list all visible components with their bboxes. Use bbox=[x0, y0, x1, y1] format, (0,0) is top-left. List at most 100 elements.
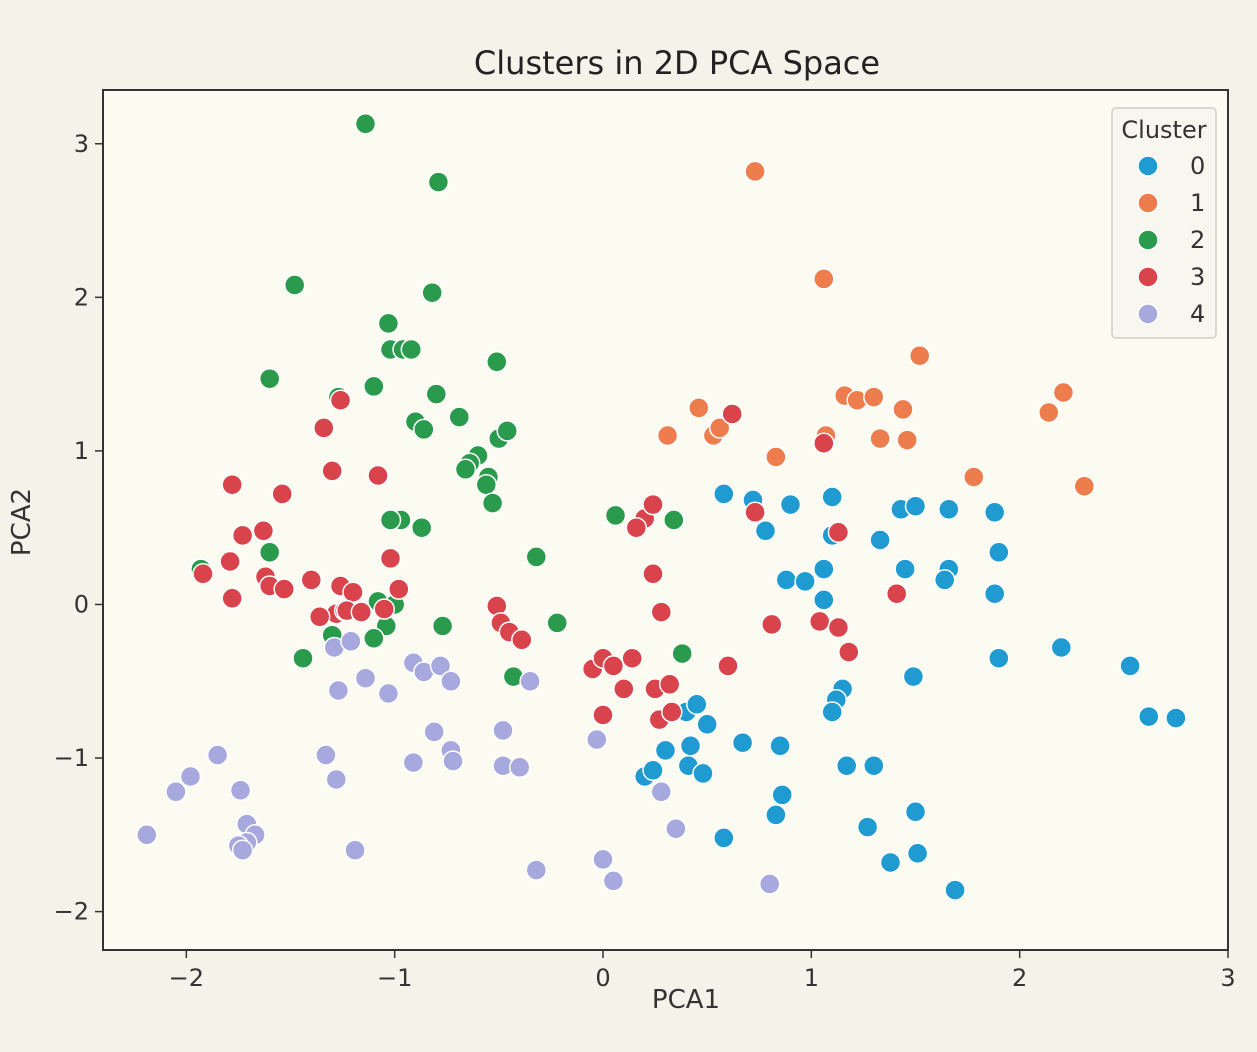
cluster-4-point bbox=[442, 750, 464, 772]
cluster-2-point bbox=[354, 113, 377, 135]
cluster-2-point bbox=[546, 612, 568, 634]
cluster-3-point bbox=[511, 629, 533, 651]
cluster-4-point bbox=[602, 870, 625, 892]
cluster-3-point bbox=[379, 547, 402, 570]
legend: Cluster 0 1 2 3 4 bbox=[1111, 107, 1217, 339]
legend-label-2: 2 bbox=[1190, 226, 1205, 254]
cluster-4-point bbox=[519, 670, 541, 693]
cluster-1-point bbox=[963, 466, 985, 488]
legend-marker-3 bbox=[1137, 266, 1159, 288]
cluster-3-point bbox=[373, 598, 395, 620]
cluster-0-point bbox=[692, 762, 714, 785]
cluster-1-point bbox=[813, 268, 835, 290]
cluster-0-point bbox=[813, 558, 835, 580]
cluster-0-point bbox=[813, 589, 835, 611]
cluster-3-point bbox=[625, 516, 648, 539]
cluster-0-point bbox=[933, 569, 956, 591]
cluster-2-point bbox=[410, 516, 433, 539]
x-axis-label: PCA1 bbox=[652, 985, 720, 1015]
cluster-0-point bbox=[769, 735, 791, 757]
cluster-0-point bbox=[754, 520, 777, 542]
y-tick-label: 0 bbox=[74, 590, 89, 618]
cluster-0-point bbox=[1138, 705, 1160, 728]
cluster-4-point bbox=[354, 667, 377, 689]
cluster-3-point bbox=[808, 610, 831, 633]
cluster-0-point bbox=[902, 665, 925, 688]
cluster-3-point bbox=[192, 563, 214, 585]
y-tick-label: −1 bbox=[54, 744, 89, 772]
cluster-4-point bbox=[525, 859, 548, 881]
cluster-2-point bbox=[663, 509, 685, 531]
legend-label-0: 0 bbox=[1190, 152, 1205, 180]
cluster-3-point bbox=[813, 432, 835, 454]
legend-label-3: 3 bbox=[1190, 263, 1205, 291]
cluster-2-point bbox=[671, 642, 693, 665]
legend-items: 0 1 2 3 4 bbox=[1137, 152, 1205, 328]
cluster-3-point bbox=[613, 678, 635, 700]
cluster-0-point bbox=[654, 739, 677, 762]
points-layer bbox=[136, 113, 1187, 901]
x-tick-label: 3 bbox=[1220, 964, 1235, 992]
cluster-2-point bbox=[377, 312, 400, 335]
cluster-3-point bbox=[342, 581, 364, 603]
cluster-4-point bbox=[165, 781, 187, 803]
cluster-0-point bbox=[988, 647, 1010, 669]
cluster-4-point bbox=[231, 839, 254, 861]
cluster-3-point bbox=[231, 524, 254, 547]
cluster-0-point bbox=[713, 483, 735, 505]
y-tick-label: 1 bbox=[74, 437, 89, 465]
cluster-2-point bbox=[481, 492, 504, 514]
y-tick-label: 2 bbox=[74, 283, 89, 311]
cluster-2-point bbox=[431, 615, 454, 637]
cluster-0-point bbox=[983, 501, 1006, 524]
cluster-0-point bbox=[821, 701, 843, 723]
x-tick-label: −1 bbox=[377, 964, 412, 992]
cluster-2-point bbox=[292, 647, 314, 669]
cluster-4-point bbox=[650, 781, 673, 803]
y-tick-label: 3 bbox=[74, 130, 89, 158]
cluster-4-point bbox=[327, 679, 350, 702]
cluster-2-point bbox=[400, 338, 423, 361]
legend-title: Cluster bbox=[1121, 116, 1206, 144]
cluster-2-point bbox=[413, 418, 435, 441]
cluster-0-point bbox=[779, 493, 802, 516]
cluster-3-point bbox=[827, 521, 850, 544]
cluster-4-point bbox=[492, 719, 514, 742]
cluster-1-point bbox=[1073, 475, 1096, 497]
cluster-0-point bbox=[869, 529, 891, 551]
cluster-3-point bbox=[838, 641, 860, 663]
cluster-2-point bbox=[363, 627, 385, 650]
cluster-4-point bbox=[592, 848, 614, 871]
cluster-3-point bbox=[221, 587, 243, 610]
cluster-4-point bbox=[325, 768, 348, 791]
cluster-3-point bbox=[273, 578, 295, 600]
cluster-1-point bbox=[908, 344, 931, 367]
cluster-4-point bbox=[136, 824, 158, 846]
chart-title: Clusters in 2D PCA Space bbox=[474, 44, 880, 82]
cluster-0-point bbox=[835, 754, 858, 777]
cluster-4-point bbox=[758, 873, 781, 895]
legend-label-1: 1 bbox=[1190, 189, 1205, 217]
cluster-1-point bbox=[1052, 381, 1075, 404]
cluster-4-point bbox=[377, 682, 400, 705]
cluster-0-point bbox=[983, 582, 1006, 605]
cluster-1-point bbox=[863, 386, 885, 408]
cluster-2-point bbox=[604, 504, 627, 527]
cluster-4-point bbox=[179, 765, 202, 788]
cluster-0-point bbox=[1119, 655, 1141, 677]
cluster-3-point bbox=[221, 473, 243, 496]
legend-label-4: 4 bbox=[1190, 300, 1205, 328]
cluster-3-point bbox=[642, 493, 664, 516]
cluster-0-point bbox=[771, 784, 793, 806]
cluster-1-point bbox=[896, 429, 918, 451]
cluster-3-point bbox=[650, 601, 673, 623]
cluster-3-point bbox=[313, 417, 335, 439]
cluster-0-point bbox=[696, 713, 718, 736]
cluster-2-point bbox=[525, 546, 548, 568]
cluster-1-point bbox=[688, 397, 710, 419]
cluster-4-point bbox=[508, 756, 531, 779]
cluster-1-point bbox=[708, 417, 731, 439]
cluster-4-point bbox=[402, 751, 425, 774]
cluster-3-point bbox=[388, 578, 410, 600]
